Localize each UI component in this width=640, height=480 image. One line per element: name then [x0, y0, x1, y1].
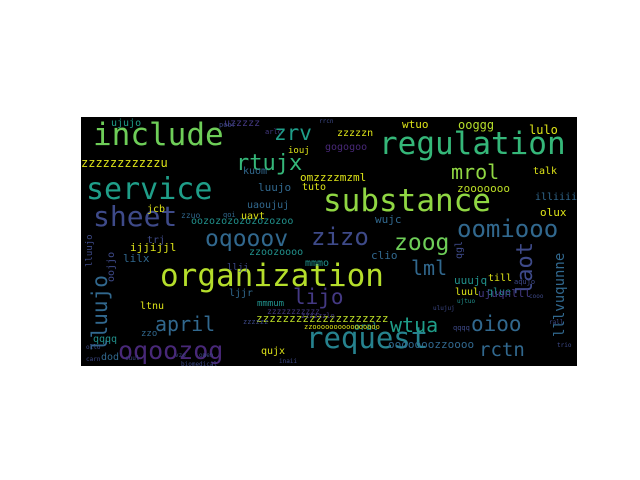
cloud-word: organization — [160, 258, 384, 294]
cloud-word: illiiii — [535, 192, 577, 203]
cloud-word: luujo — [258, 181, 292, 194]
cloud-word: zzzzzz — [243, 318, 269, 326]
cloud-word: clio — [371, 249, 398, 262]
cloud-word: dod — [101, 352, 120, 363]
cloud-word: zzo — [141, 329, 158, 339]
cloud-word: regulation — [379, 126, 566, 162]
cloud-word: oioo — [471, 312, 522, 336]
cloud-word: wtuo — [402, 118, 429, 131]
cloud-word: ollo — [86, 344, 101, 351]
cloud-word: poor — [219, 121, 236, 129]
cloud-word: zzzzzzzzzzzu — [81, 156, 168, 170]
cloud-word: biomedical — [181, 361, 218, 367]
cloud-word-vertical: lluujo — [85, 234, 95, 267]
cloud-word: gogogoo — [325, 142, 368, 153]
cloud-word: uuujq — [454, 274, 488, 287]
cloud-word: oomiooo — [457, 215, 559, 243]
cloud-word: rtujx — [236, 151, 303, 176]
cloud-word: omzzzzmzml — [300, 171, 367, 184]
cloud-word: iouj — [288, 146, 310, 156]
cloud-word: zrv — [274, 121, 312, 145]
word-cloud: organization regulation include substanc… — [81, 117, 577, 366]
cloud-word: zzoozoooo — [249, 247, 304, 258]
cloud-word: zooooooo — [457, 182, 510, 195]
cloud-word: ujtuo — [457, 298, 476, 305]
cloud-word: april — [155, 312, 216, 336]
cloud-word: mmmum — [257, 299, 285, 309]
cloud-word: arlc — [265, 128, 282, 136]
cloud-word: rrcn — [319, 118, 334, 125]
cloud-word: rctn — [479, 339, 525, 361]
cloud-word: inaii — [279, 358, 298, 365]
cloud-word: qujx — [261, 346, 286, 357]
cloud-word: rall — [549, 319, 564, 326]
cloud-word: cooo — [529, 293, 544, 300]
cloud-word: uaoujuj — [247, 200, 290, 211]
cloud-word: oqooov — [205, 226, 289, 252]
cloud-word: kuom — [243, 166, 268, 177]
cloud-word: ijjijjl — [130, 241, 177, 254]
cloud-word: zzzzzn — [337, 128, 374, 139]
cloud-word: qoi — [223, 211, 236, 219]
cloud-word: zzuo — [181, 211, 201, 220]
cloud-word: qqqq — [93, 334, 118, 345]
cloud-word: carn — [86, 356, 101, 363]
cloud-word: qlue — [487, 287, 512, 298]
cloud-word: omen — [199, 352, 214, 359]
cloud-word: uzzzzz — [224, 118, 261, 129]
cloud-word: ujujo — [111, 118, 142, 129]
cloud-word: ljjr — [229, 288, 254, 299]
cloud-word: wujc — [375, 213, 402, 226]
cloud-word: ulujuj — [433, 305, 455, 312]
cloud-word: zizo — [311, 223, 369, 251]
cloud-word: vzo — [175, 352, 186, 359]
cloud-word: oozozozozozozozoo — [191, 216, 294, 227]
cloud-word: zzzzzzzzzzzzzzzzzzzz — [256, 312, 389, 325]
cloud-word: zzoooooooooooooooo — [304, 323, 380, 331]
cloud-word-vertical: oojjo — [106, 251, 117, 282]
cloud-word: ujuqnlll — [478, 287, 531, 300]
cloud-word: olux — [540, 206, 567, 219]
cloud-word: sheet — [93, 200, 178, 233]
cloud-word: mrol — [451, 160, 500, 184]
cloud-word: lml — [411, 256, 448, 280]
cloud-word: request — [306, 321, 429, 355]
cloud-word: ooooooozzoooo — [388, 338, 475, 351]
cloud-word: zoog — [394, 230, 450, 256]
cloud-word: uavt — [241, 211, 266, 222]
cloud-word: zzzzzzlo — [301, 312, 335, 320]
cloud-word: ooggg — [458, 118, 495, 132]
cloud-word: trio — [557, 342, 572, 349]
cloud-word: mmmo — [305, 258, 330, 269]
cloud-word: aqujo — [514, 278, 536, 286]
cloud-word: substance — [323, 183, 491, 219]
cloud-word-vertical: qgl — [454, 240, 465, 259]
cloud-word: wtua — [390, 313, 439, 337]
cloud-word: till — [488, 273, 513, 284]
cloud-word: jcb — [147, 204, 166, 215]
cloud-word: lijo — [293, 285, 344, 309]
cloud-word: lilx — [123, 252, 150, 265]
cloud-word: luul — [455, 287, 480, 298]
cloud-word: qqqq — [453, 324, 470, 332]
cloud-word: zzzzzzzzzzz — [267, 307, 320, 316]
cloud-word: service — [86, 172, 213, 207]
cloud-word: oral — [354, 322, 379, 333]
cloud-word: cuul — [125, 355, 140, 362]
cloud-word: lulo — [529, 123, 558, 137]
cloud-word: trj — [147, 235, 166, 246]
cloud-word: include — [93, 117, 224, 153]
cloud-word: talk — [533, 166, 558, 177]
cloud-word: tuto — [302, 182, 327, 193]
cloud-word: ltnu — [140, 301, 165, 312]
cloud-word: oqoozog — [118, 336, 224, 365]
cloud-word: lljj — [227, 263, 249, 273]
